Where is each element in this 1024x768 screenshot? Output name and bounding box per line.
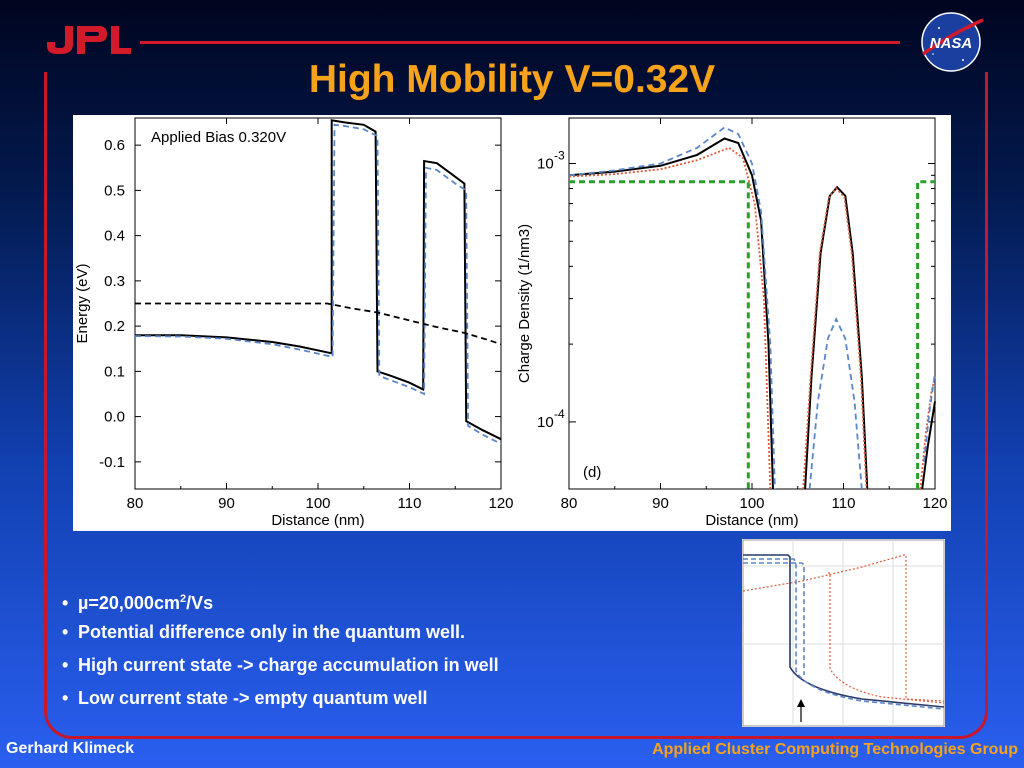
- y-tick-label: 10: [537, 414, 554, 431]
- nasa-logo-text: NASA: [930, 35, 973, 52]
- bullet-text: µ=20,000cm: [78, 593, 180, 613]
- x-axis-label: Distance (nm): [705, 512, 798, 529]
- panel-annotation: (d): [583, 464, 601, 481]
- series-line-2-5: [802, 187, 868, 490]
- inset-arrow-icon: [797, 699, 805, 707]
- bullet-superscript: 2: [179, 593, 187, 605]
- footer-author: Gerhard Klimeck: [6, 740, 135, 757]
- x-tick-label: 90: [652, 495, 669, 512]
- series-line-2-10: [919, 376, 936, 490]
- inset-series-blue-dashed: [743, 558, 945, 710]
- y-tick-label: 0.5: [104, 182, 125, 199]
- slide-frame: [44, 72, 988, 739]
- bullet-item: • Low current state -> empty quantum well: [62, 685, 722, 718]
- inset-series-red-upper: [742, 554, 945, 702]
- x-tick-label: 80: [127, 495, 144, 512]
- x-tick-label: 100: [305, 495, 330, 512]
- y-tick-label: 0.1: [104, 363, 125, 380]
- series-line-2-1: [568, 137, 774, 490]
- x-axis-label: Distance (nm): [271, 512, 364, 529]
- series-line-2-2: [568, 146, 772, 490]
- series-line-2-4: [804, 185, 869, 490]
- series-line-2-6: [808, 316, 863, 490]
- y-tick-label: 0.4: [104, 228, 125, 245]
- chart-panel: 80 90 100 110 120 -0.1 0.0 0.1 0.2 0.3 0.4 0.5 0.6 Di…: [73, 115, 951, 531]
- jpl-logo: [47, 26, 131, 54]
- x-tick-label: 80: [561, 495, 578, 512]
- series-line-2-11: [923, 372, 936, 462]
- series-line-2-9: [921, 401, 936, 490]
- y-axis-label: Charge Density (1/nm3): [516, 224, 533, 383]
- footer-group: Applied Cluster Computing Technologies G…: [652, 741, 1018, 758]
- bullet-list: • µ=20,000cm2/Vs • Potential difference on…: [62, 586, 722, 718]
- bullet-dot-icon: •: [62, 688, 69, 708]
- x-tick-label: 110: [398, 495, 422, 512]
- y-tick-label: 0.2: [104, 318, 125, 335]
- charts-svg: 80 90 100 110 120 -0.1 0.0 0.1 0.2 0.3 0.4 0.5 0.6 Di…: [74, 117, 948, 529]
- bullet-item: • High current state -> charge accumulati…: [62, 652, 722, 685]
- y-tick-label: -0.1: [99, 454, 125, 471]
- series-line-1-2: [134, 123, 502, 445]
- y-tick-label: 0.0: [104, 409, 125, 426]
- header-rule: [140, 41, 900, 44]
- x-tick-label: 120: [488, 495, 513, 512]
- bullet-text-suffix: /Vs: [186, 593, 214, 613]
- x-tick-label: 100: [739, 495, 764, 512]
- x-tick-label: 110: [832, 495, 856, 512]
- y-tick-exponent: -4: [554, 407, 565, 421]
- bullet-dot-icon: •: [62, 622, 69, 642]
- series-line-2-8: [916, 180, 935, 489]
- nasa-logo: NASA: [921, 12, 984, 72]
- inset-chart: [742, 539, 945, 727]
- y-axis-label: Energy (eV): [74, 263, 91, 343]
- bullet-text: Low current state -> empty quantum well: [78, 688, 428, 708]
- bullet-item: • µ=20,000cm2/Vs: [62, 586, 722, 619]
- bullet-item: • Potential difference only in the quantu…: [62, 619, 722, 652]
- y-tick-label: 10: [537, 156, 554, 173]
- y-tick-label: 0.6: [104, 137, 125, 154]
- inset-series-red-lower: [828, 572, 945, 704]
- panel-annotation: Applied Bias 0.320V: [151, 129, 286, 146]
- bullet-text: High current state -> charge accumulatio…: [78, 655, 499, 675]
- y-tick-label: 0.3: [104, 273, 125, 290]
- slide-title: High Mobility V=0.32V: [308, 58, 716, 101]
- x-tick-label: 120: [922, 495, 947, 512]
- series-line-1-1: [135, 119, 502, 441]
- x-tick-label: 90: [218, 495, 235, 512]
- bullet-dot-icon: •: [62, 593, 69, 613]
- series-line-2-3: [568, 126, 776, 490]
- inset-chart-svg: [742, 539, 945, 727]
- series-line-2-7: [569, 180, 750, 489]
- bullet-text: Potential difference only in the quantum…: [78, 622, 466, 642]
- y-tick-exponent: -3: [554, 149, 565, 163]
- inset-series-blue-dashed-2: [743, 562, 805, 675]
- bullet-dot-icon: •: [62, 655, 69, 675]
- series-line-1-3: [135, 302, 502, 346]
